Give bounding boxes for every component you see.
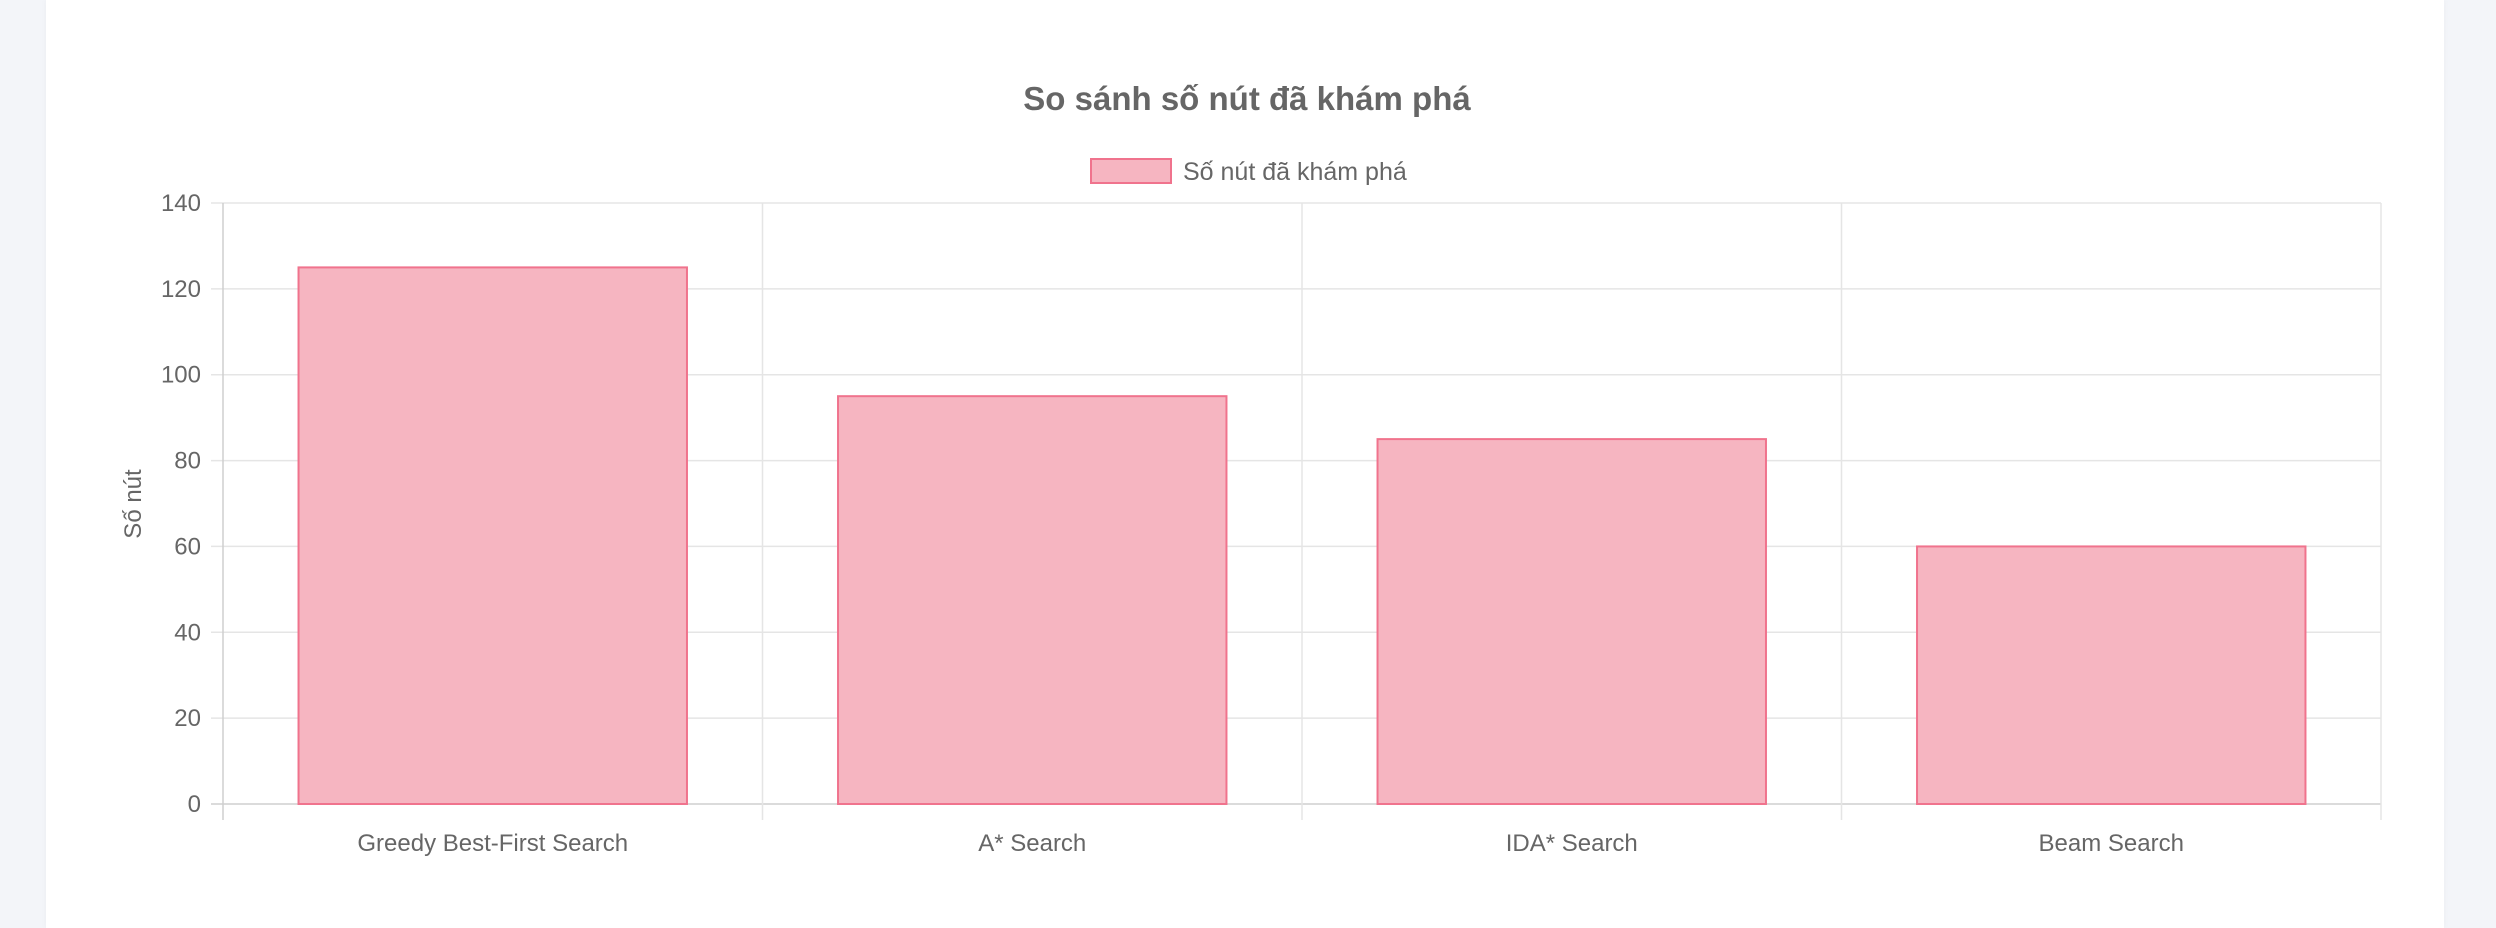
bar[interactable]	[297, 266, 688, 805]
bar[interactable]	[1916, 545, 2307, 806]
bar[interactable]	[1376, 438, 1767, 805]
x-axis-ticks: Greedy Best-First Search A* Search IDA* Se…	[357, 830, 2184, 857]
bar[interactable]	[837, 395, 1228, 805]
chart-title: So sánh số nút đã khám phá	[1023, 80, 1471, 117]
y-tick-label: 140	[161, 190, 201, 217]
y-tick-label: 120	[161, 276, 201, 303]
y-tick-label: 20	[174, 705, 201, 732]
y-tick-label: 60	[174, 533, 201, 560]
legend-swatch	[1090, 158, 1172, 184]
y-axis-ticks: 0 20 40 60 80 100 120 140	[161, 190, 201, 818]
y-axis-title: Số nút	[120, 469, 147, 539]
y-tick-label: 0	[188, 791, 201, 818]
legend-label: Số nút đã khám phá	[1183, 158, 1407, 186]
x-tick-label: IDA* Search	[1506, 830, 1638, 857]
x-tick-label: A* Search	[978, 830, 1086, 857]
bars	[297, 266, 2307, 806]
y-tick-label: 100	[161, 362, 201, 389]
legend[interactable]: Số nút đã khám phá	[1090, 158, 1407, 186]
y-tick-label: 80	[174, 448, 201, 475]
y-tick-label: 40	[174, 619, 201, 646]
x-tick-label: Beam Search	[2039, 830, 2184, 857]
x-tick-label: Greedy Best-First Search	[357, 830, 628, 857]
